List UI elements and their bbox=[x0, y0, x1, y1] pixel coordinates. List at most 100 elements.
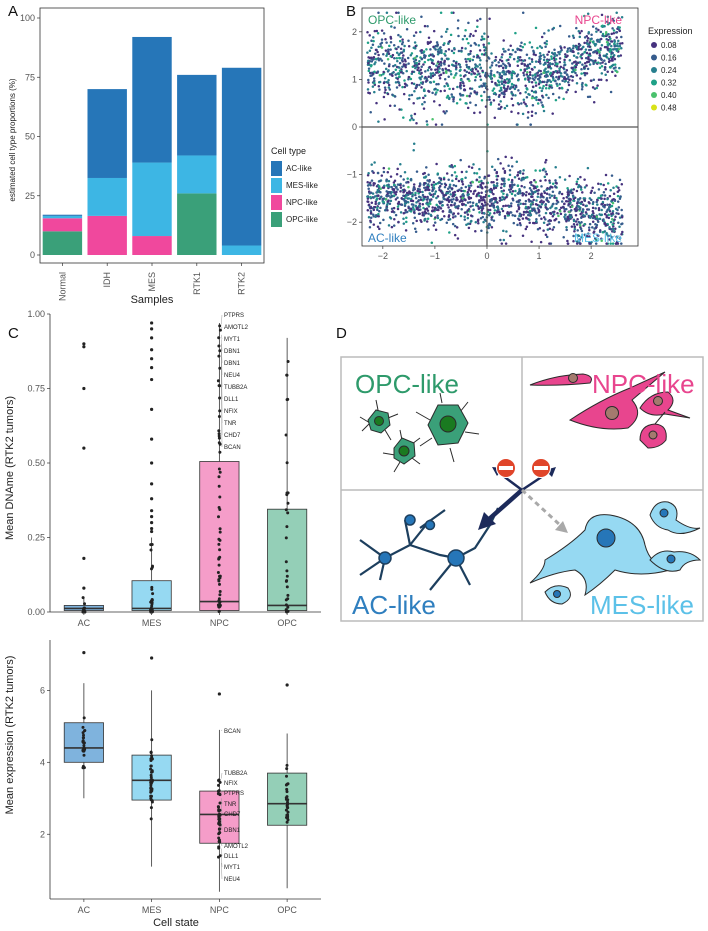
panel-b-point bbox=[460, 186, 463, 190]
panel-b-point bbox=[542, 109, 546, 113]
panel-b-point bbox=[375, 29, 379, 33]
panel-b-point bbox=[439, 64, 443, 67]
opc-cell-1 bbox=[359, 399, 399, 441]
panel-b-point bbox=[500, 88, 503, 92]
panel-b-point bbox=[609, 90, 613, 94]
panel-b-point bbox=[453, 164, 457, 168]
boxplot-outlier bbox=[150, 521, 154, 525]
panel-b-point bbox=[448, 231, 451, 234]
panel-b-point bbox=[480, 84, 483, 87]
panel-b-point bbox=[392, 194, 396, 197]
panel-b-point bbox=[602, 183, 605, 187]
boxplot-point bbox=[217, 836, 221, 840]
panel-b-point bbox=[424, 217, 427, 221]
panel-b-point bbox=[369, 206, 373, 210]
panel-b-point bbox=[502, 86, 506, 89]
panel-b-point bbox=[409, 178, 413, 181]
panel-b-point bbox=[395, 86, 399, 89]
panel-b-point bbox=[418, 205, 421, 208]
panel-b-point bbox=[378, 80, 382, 84]
panel-b-point bbox=[478, 72, 481, 75]
diagram-label-mes: MES-like bbox=[590, 590, 694, 620]
panel-b-point bbox=[534, 76, 537, 79]
panel-a-legend-label: NPC-like bbox=[286, 198, 318, 207]
panel-b-point bbox=[452, 193, 456, 197]
boxplot-point bbox=[149, 751, 153, 755]
panel-b-point bbox=[428, 81, 432, 84]
panel-b-point bbox=[497, 65, 501, 68]
panel-b-point bbox=[479, 66, 482, 70]
panel-b-point bbox=[498, 83, 501, 87]
panel-b-point bbox=[390, 207, 394, 210]
panel-b-point bbox=[537, 188, 540, 192]
boxplot-point bbox=[285, 373, 289, 377]
panel-b-point bbox=[469, 101, 472, 104]
panel-b-point bbox=[433, 206, 437, 210]
panel-b-point bbox=[518, 198, 522, 202]
panel-b-point bbox=[499, 86, 503, 90]
panel-b-point bbox=[476, 54, 480, 58]
panel-b-point bbox=[412, 101, 415, 105]
panel-b-point bbox=[500, 198, 504, 201]
panel-b-point bbox=[543, 175, 547, 179]
panel-b-point bbox=[528, 62, 532, 66]
panel-b-point bbox=[392, 183, 396, 187]
boxplot-point bbox=[217, 805, 220, 809]
gene-label: CHD7 bbox=[224, 812, 241, 818]
boxplot-point bbox=[149, 817, 153, 821]
panel-b-point bbox=[492, 219, 496, 222]
panel-b-point bbox=[587, 201, 591, 204]
panel-b-point bbox=[460, 46, 464, 50]
panel-b-point bbox=[410, 117, 414, 120]
panel-a-ytick-label: 0 bbox=[30, 250, 35, 260]
panel-b-point bbox=[410, 81, 414, 85]
panel-b-point bbox=[614, 227, 617, 231]
panel-b-point bbox=[616, 194, 620, 198]
panel-b-point bbox=[541, 96, 545, 99]
panel-b-point bbox=[549, 62, 552, 66]
panel-c-expression-boxplot: Mean expression (RTK2 tumors) Cell state… bbox=[4, 640, 321, 929]
panel-b-point bbox=[382, 200, 385, 204]
panel-b-point bbox=[561, 75, 564, 78]
boxplot-point bbox=[218, 470, 222, 474]
panel-b-point bbox=[538, 86, 542, 89]
panel-b-point bbox=[428, 180, 431, 183]
panel-a-legend-swatch bbox=[271, 212, 282, 227]
panel-b-point bbox=[503, 106, 507, 110]
panel-b-point bbox=[389, 55, 392, 58]
boxplot-point bbox=[285, 579, 289, 583]
panel-b-point bbox=[522, 210, 526, 214]
npc-cell-3 bbox=[639, 391, 691, 419]
panel-b-point bbox=[592, 200, 595, 204]
panel-b-point bbox=[583, 51, 586, 54]
panel-b-point bbox=[408, 118, 412, 122]
panel-b-point bbox=[415, 64, 419, 67]
panel-b-point bbox=[547, 29, 550, 32]
panel-b-point bbox=[602, 218, 605, 221]
panel-b-point bbox=[418, 60, 421, 63]
panel-b-point bbox=[488, 200, 492, 203]
panel-b-point bbox=[577, 48, 581, 51]
panel-b-point bbox=[499, 100, 502, 103]
panel-b-point bbox=[609, 48, 612, 51]
boxplot-point bbox=[218, 840, 222, 844]
panel-b-point bbox=[478, 63, 482, 66]
panel-b-point bbox=[572, 54, 576, 57]
panel-b-point bbox=[517, 177, 521, 180]
panel-b-point bbox=[519, 91, 522, 95]
panel-b-point bbox=[467, 21, 470, 25]
panel-b-point bbox=[391, 93, 394, 97]
panel-b-quadrant-label: NPC-like bbox=[575, 13, 623, 27]
panel-b-point bbox=[504, 204, 508, 207]
panel-b-point bbox=[389, 175, 393, 178]
panel-b-point bbox=[413, 112, 417, 116]
panel-b-point bbox=[411, 222, 415, 225]
panel-b-point bbox=[482, 182, 485, 185]
panel-b-point bbox=[474, 29, 477, 33]
boxplot-point bbox=[286, 810, 290, 814]
panel-b-point bbox=[396, 207, 400, 211]
panel-b-point bbox=[599, 194, 603, 197]
panel-b-point bbox=[495, 182, 499, 185]
panel-b-point bbox=[488, 212, 492, 215]
panel-b-point bbox=[466, 106, 470, 110]
